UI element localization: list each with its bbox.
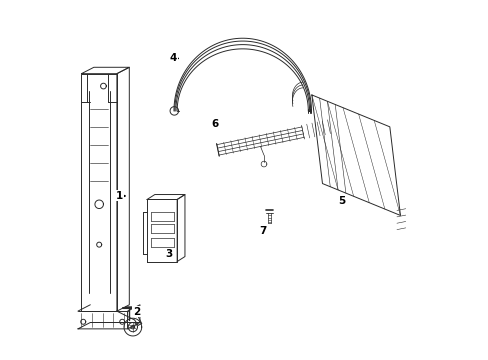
Text: 2: 2 bbox=[133, 307, 140, 317]
Text: 7: 7 bbox=[259, 226, 266, 237]
Text: 6: 6 bbox=[211, 119, 219, 129]
Text: 3: 3 bbox=[164, 249, 172, 259]
Text: 1: 1 bbox=[116, 191, 123, 201]
Text: 5: 5 bbox=[338, 196, 345, 206]
Text: 4: 4 bbox=[169, 53, 177, 63]
